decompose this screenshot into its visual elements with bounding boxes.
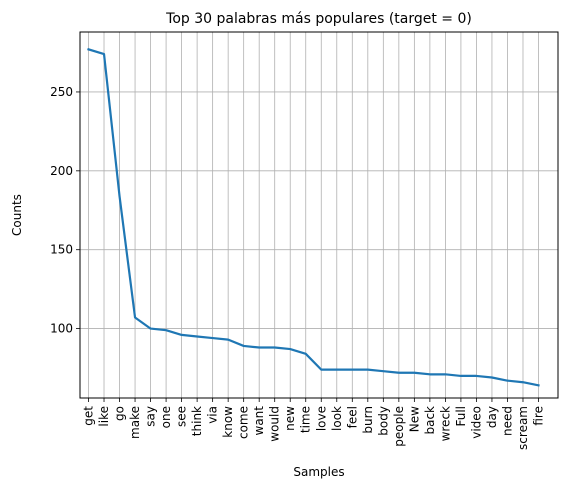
y-tick-label: 100 xyxy=(50,322,73,336)
data-point xyxy=(289,348,291,350)
series-layer xyxy=(87,47,540,387)
x-tick-label: fire xyxy=(532,406,546,426)
data-point xyxy=(196,335,198,337)
x-axis-ticks: get like go make say one see think via know come wa… xyxy=(82,398,546,450)
x-tick-label: one xyxy=(159,406,173,428)
series-line xyxy=(87,47,540,387)
data-point xyxy=(460,375,462,377)
x-tick-label: body xyxy=(376,406,390,436)
y-tick-label: 150 xyxy=(50,243,73,257)
x-tick-label: time xyxy=(299,406,313,433)
data-point xyxy=(119,195,121,197)
x-tick-label: want xyxy=(252,406,266,436)
data-point xyxy=(538,384,540,386)
y-axis-label: Counts xyxy=(10,194,24,236)
data-point xyxy=(88,48,90,50)
x-tick-label: via xyxy=(206,406,220,424)
data-point xyxy=(336,369,338,371)
x-tick-label: know xyxy=(221,406,235,438)
x-tick-label: like xyxy=(97,406,111,427)
data-point xyxy=(243,345,245,347)
data-point xyxy=(305,353,307,355)
data-point xyxy=(351,369,353,371)
x-tick-label: burn xyxy=(361,406,375,434)
data-point xyxy=(227,339,229,341)
data-point xyxy=(398,372,400,374)
x-tick-label: back xyxy=(423,406,437,435)
x-tick-label: go xyxy=(113,406,127,421)
y-tick-label: 250 xyxy=(50,85,73,99)
x-tick-label: video xyxy=(469,406,483,439)
data-point xyxy=(367,369,369,371)
x-tick-label: New xyxy=(407,406,421,432)
x-tick-label: love xyxy=(314,406,328,431)
x-tick-label: make xyxy=(128,406,142,439)
x-tick-label: feel xyxy=(345,406,359,428)
x-axis-label: Samples xyxy=(293,465,344,479)
x-tick-label: get xyxy=(82,406,96,426)
x-tick-label: say xyxy=(144,406,158,427)
x-tick-label: think xyxy=(190,406,204,436)
data-point xyxy=(150,328,152,330)
y-axis-ticks: 100 150 200 250 xyxy=(50,85,80,336)
data-point xyxy=(165,329,167,331)
data-point xyxy=(258,347,260,349)
y-tick-label: 200 xyxy=(50,164,73,178)
data-point xyxy=(382,370,384,372)
plot-frame xyxy=(79,31,559,399)
x-tick-label: come xyxy=(237,406,251,439)
data-point xyxy=(413,372,415,374)
data-point xyxy=(212,337,214,339)
x-tick-label: see xyxy=(175,406,189,427)
chart-title: Top 30 palabras más populares (target = … xyxy=(165,11,472,27)
x-tick-label: new xyxy=(283,406,297,431)
data-point xyxy=(320,369,322,371)
x-tick-label: people xyxy=(392,406,406,447)
x-tick-label: look xyxy=(330,406,344,431)
data-point xyxy=(429,373,431,375)
data-point xyxy=(444,373,446,375)
data-point xyxy=(134,317,136,319)
data-point xyxy=(522,381,524,383)
data-point xyxy=(475,375,477,377)
x-tick-label: need xyxy=(500,406,514,436)
x-tick-label: would xyxy=(268,406,282,442)
data-point xyxy=(506,380,508,382)
x-tick-label: scream xyxy=(516,406,530,450)
x-tick-label: Full xyxy=(454,406,468,427)
x-tick-label: wreck xyxy=(438,406,452,441)
x-tick-label: day xyxy=(485,406,499,428)
grid-lines xyxy=(80,32,558,398)
data-point xyxy=(181,334,183,336)
data-point xyxy=(274,347,276,349)
data-point xyxy=(103,53,105,55)
data-point xyxy=(491,376,493,378)
